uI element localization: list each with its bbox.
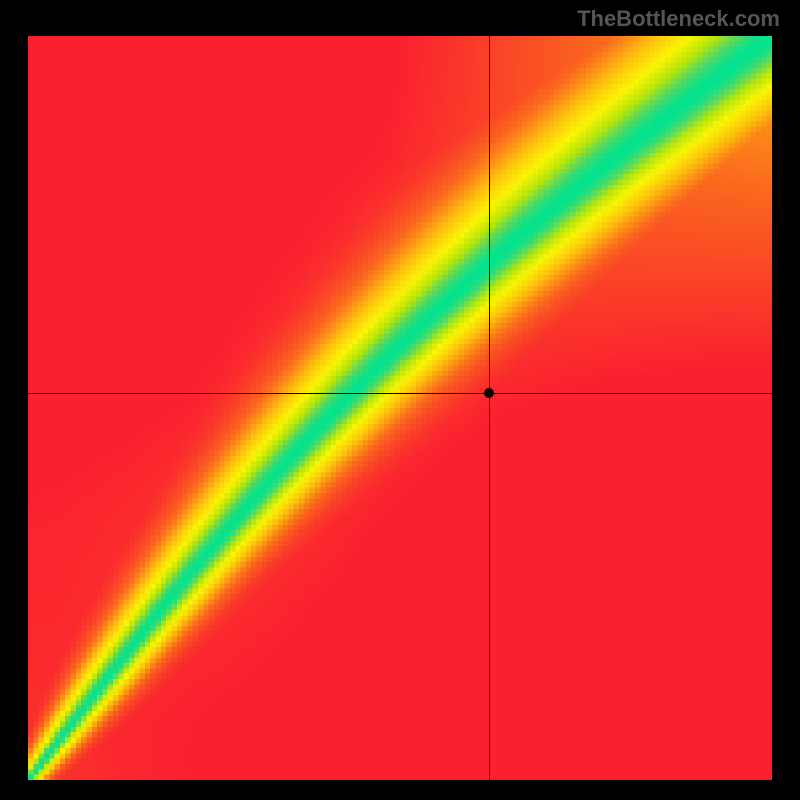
watermark-text: TheBottleneck.com [577, 6, 780, 32]
heatmap-plot [28, 36, 772, 780]
crosshair-vertical [489, 36, 490, 780]
crosshair-marker [484, 388, 494, 398]
heatmap-canvas [28, 36, 772, 780]
crosshair-horizontal [28, 393, 772, 394]
